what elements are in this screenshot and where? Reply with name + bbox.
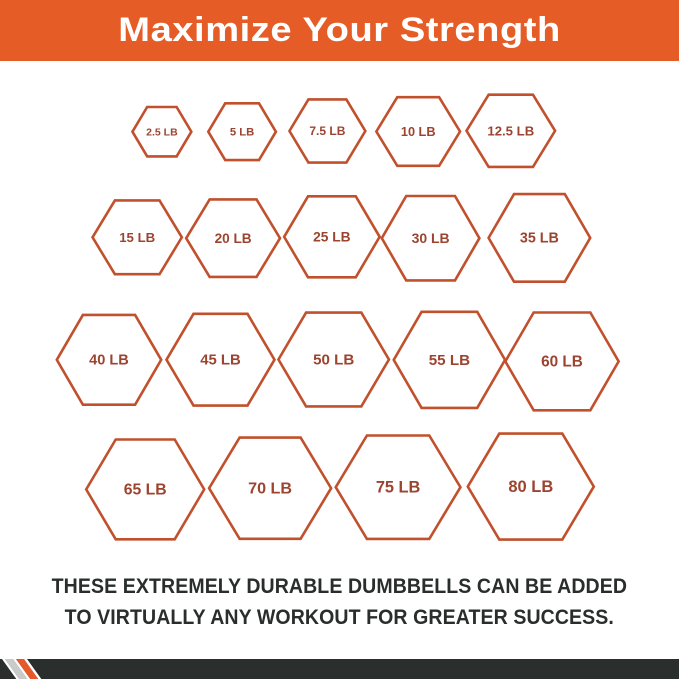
svg-text:25 LB: 25 LB — [313, 229, 351, 244]
svg-text:2.5 LB: 2.5 LB — [146, 126, 178, 138]
svg-text:45 LB: 45 LB — [200, 353, 241, 369]
svg-text:35 LB: 35 LB — [520, 231, 559, 247]
svg-text:60 LB: 60 LB — [541, 353, 583, 370]
svg-text:12.5 LB: 12.5 LB — [487, 123, 534, 138]
svg-text:55 LB: 55 LB — [429, 352, 470, 369]
svg-text:10 LB: 10 LB — [401, 124, 436, 139]
svg-text:15 LB: 15 LB — [119, 230, 155, 245]
svg-text:20 LB: 20 LB — [215, 231, 252, 246]
svg-text:50 LB: 50 LB — [313, 351, 354, 368]
svg-text:70 LB: 70 LB — [248, 479, 292, 497]
svg-text:40 LB: 40 LB — [89, 353, 129, 369]
svg-text:65 LB: 65 LB — [124, 482, 167, 499]
svg-text:80 LB: 80 LB — [508, 478, 553, 496]
svg-text:5 LB: 5 LB — [230, 127, 254, 139]
svg-text:30 LB: 30 LB — [412, 230, 450, 246]
svg-text:7.5 LB: 7.5 LB — [309, 124, 345, 138]
svg-text:75 LB: 75 LB — [376, 479, 421, 497]
